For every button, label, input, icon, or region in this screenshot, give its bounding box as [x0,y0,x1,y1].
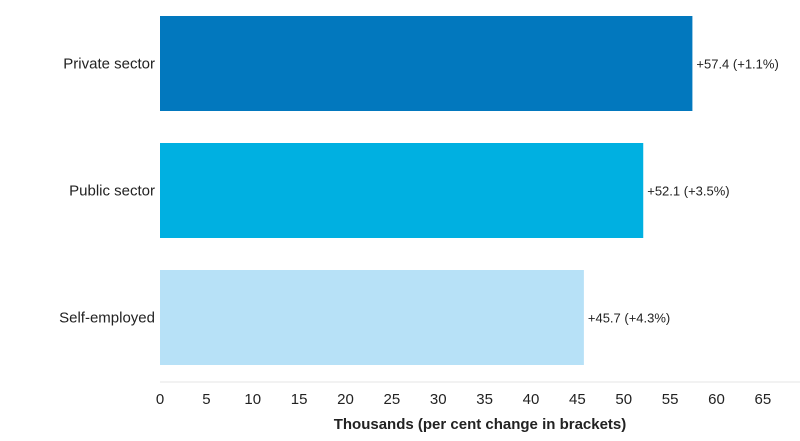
bars-group [160,16,693,365]
category-labels-group: Private sector Public sector Self-employed [59,56,155,327]
x-tick-label: 25 [384,391,401,408]
value-label: +45.7 (+4.3%) [588,311,670,326]
x-tick-label: 40 [523,391,540,408]
category-label: Public sector [69,183,155,200]
bar-private-sector [160,16,693,111]
x-axis-title: Thousands (per cent change in brackets) [334,416,627,433]
value-label: +52.1 (+3.5%) [647,184,729,199]
x-tick-label: 5 [202,391,210,408]
x-tick-label: 10 [244,391,261,408]
value-label: +57.4 (+1.1%) [696,57,778,72]
value-labels-group: +57.4 (+1.1%) +52.1 (+3.5%) +45.7 (+4.3%) [588,57,779,326]
x-tick-label: 45 [569,391,586,408]
x-tick-label: 20 [337,391,354,408]
category-label: Self-employed [59,310,155,327]
x-tick-label: 50 [615,391,632,408]
bar-self-employed [160,270,584,365]
x-tick-label: 65 [755,391,772,408]
x-tick-labels-group: 0 5 10 15 20 25 30 35 40 45 50 55 60 65 [156,391,771,408]
x-tick-label: 30 [430,391,447,408]
category-label: Private sector [63,56,155,73]
x-tick-label: 55 [662,391,679,408]
x-tick-label: 60 [708,391,725,408]
x-tick-label: 0 [156,391,164,408]
bar-public-sector [160,143,644,238]
x-tick-label: 35 [476,391,493,408]
x-tick-label: 15 [291,391,308,408]
